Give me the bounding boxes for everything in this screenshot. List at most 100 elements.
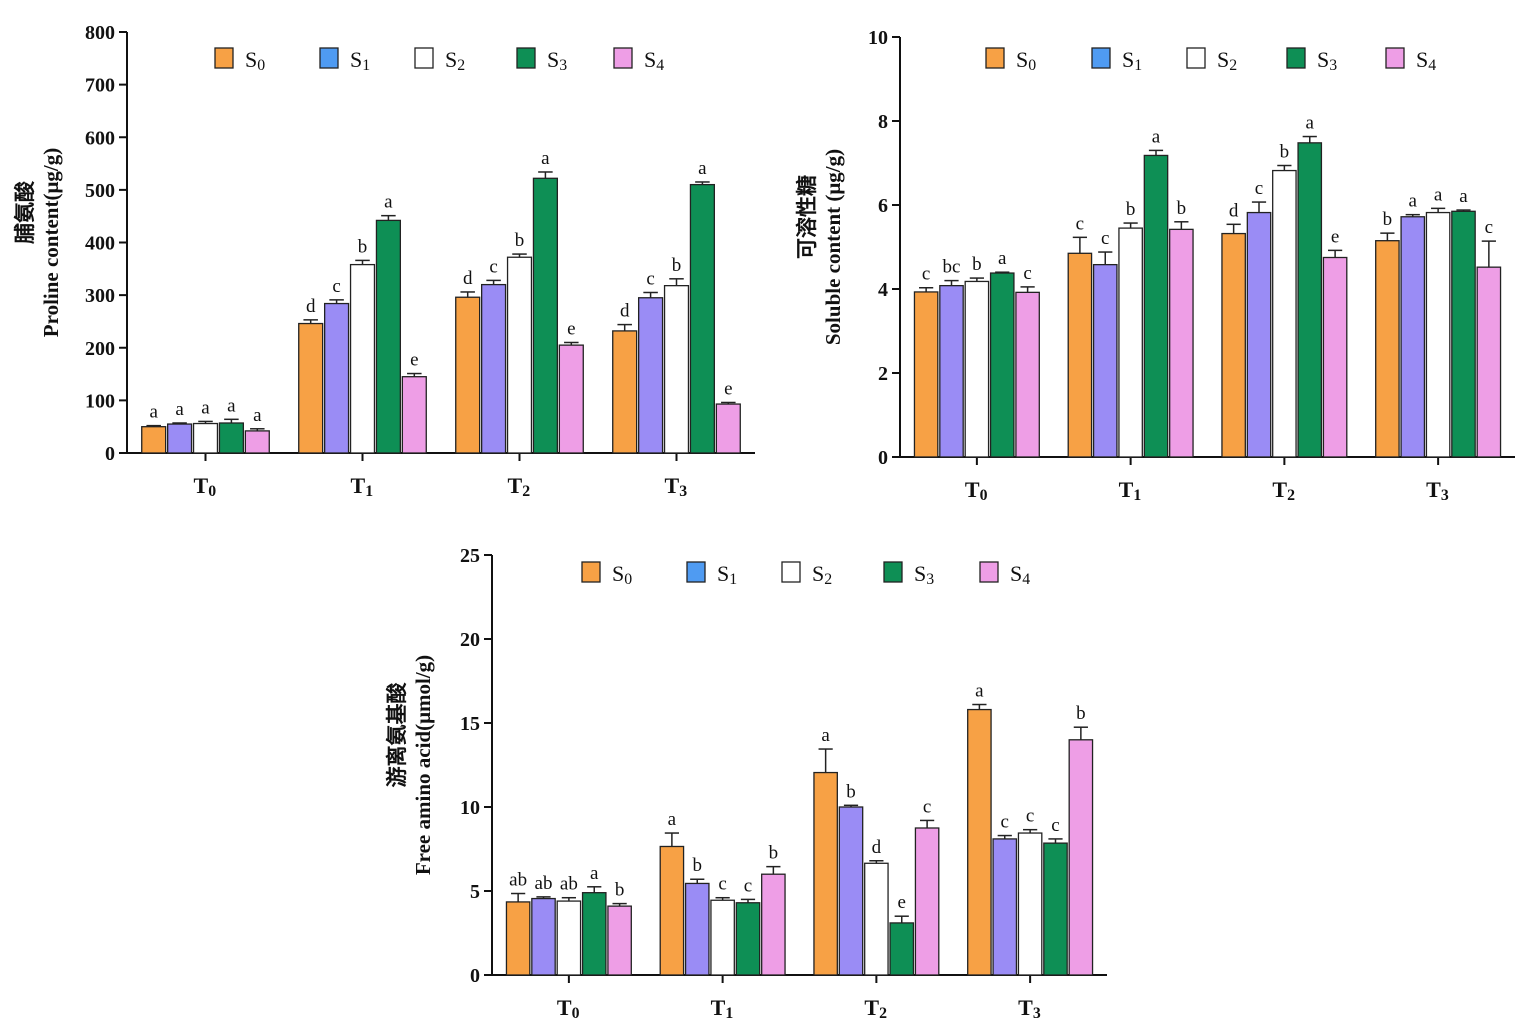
significance-label: a — [1459, 186, 1468, 207]
y-tick-label: 8 — [878, 111, 888, 133]
significance-label: a — [1409, 191, 1418, 212]
significance-label: b — [693, 855, 703, 876]
x-tick-label: T1 — [1119, 477, 1142, 504]
bar-S3-T2 — [532, 177, 559, 454]
bar-S0-T1 — [659, 845, 685, 976]
legend-label: S1 — [350, 47, 370, 74]
significance-label: c — [489, 256, 497, 277]
legend-label: S4 — [644, 47, 664, 74]
legend-label: S4 — [1010, 561, 1030, 588]
bar-S2-T2 — [864, 862, 889, 976]
significance-label: a — [1306, 113, 1315, 134]
bar-S3-T0 — [989, 272, 1015, 458]
x-tick-label: T1 — [351, 473, 374, 500]
legend-label: S0 — [1016, 47, 1036, 74]
y-tick-label: 5 — [470, 881, 480, 903]
bar-S2-T0 — [964, 280, 990, 458]
significance-label: ab — [509, 870, 527, 891]
significance-label: a — [998, 248, 1007, 269]
x-tick-label: T1 — [711, 995, 734, 1022]
x-tick-label: T2 — [864, 995, 887, 1022]
bar-S2-T1 — [349, 263, 376, 454]
legend-label: S3 — [914, 561, 934, 588]
legend-swatch-S4 — [1385, 47, 1405, 69]
y-axis-label-chinese: 可溶性糖 — [795, 175, 819, 259]
bar-S0-T2 — [455, 296, 481, 454]
bar-S2-T3 — [1425, 211, 1451, 458]
bar-S1-T2 — [1246, 211, 1272, 458]
y-tick-label: 4 — [878, 279, 888, 301]
bar-S4-T3 — [1476, 266, 1502, 458]
significance-label: b — [1076, 703, 1086, 724]
significance-label: a — [149, 402, 158, 423]
y-tick-label: 0 — [470, 965, 480, 987]
y-axis-label-chinese: 脯氨酸 — [13, 180, 37, 244]
significance-label: e — [724, 378, 732, 399]
significance-label: a — [821, 725, 830, 746]
significance-label: ab — [535, 873, 553, 894]
y-tick-label: 15 — [460, 713, 480, 735]
legend-label: S2 — [1217, 47, 1237, 74]
significance-label: a — [1152, 126, 1161, 147]
significance-label: c — [1101, 228, 1109, 249]
bar-S3-T3 — [1043, 842, 1068, 976]
significance-label: b — [769, 843, 779, 864]
significance-label: e — [567, 318, 575, 339]
legend-swatch-S0 — [214, 47, 234, 69]
bar-S1-T0 — [166, 423, 193, 454]
significance-label: c — [1485, 217, 1493, 238]
y-tick-label: 10 — [868, 27, 888, 49]
significance-label: d — [463, 268, 473, 289]
significance-label: a — [201, 397, 210, 418]
significance-label: a — [698, 158, 707, 179]
x-tick-label: T2 — [508, 473, 531, 500]
y-tick-label: 700 — [85, 75, 115, 97]
legend-swatch-S1 — [686, 561, 706, 583]
bar-S0-T1 — [298, 322, 324, 454]
bar-S0-T0 — [141, 426, 167, 454]
y-tick-label: 20 — [460, 629, 480, 651]
significance-label: c — [718, 874, 726, 895]
significance-label: d — [872, 837, 882, 858]
bar-S2-T2 — [506, 256, 533, 454]
legend-swatch-S1 — [319, 47, 339, 69]
significance-label: a — [1434, 184, 1443, 205]
x-tick-label: T3 — [1426, 477, 1449, 504]
y-tick-label: 300 — [85, 285, 115, 307]
bar-S1-T1 — [684, 882, 710, 976]
significance-label: b — [515, 230, 525, 251]
legend-swatch-S0 — [985, 47, 1005, 69]
legend-label: S3 — [547, 47, 567, 74]
bar-S4-T0 — [244, 430, 270, 454]
significance-label: a — [253, 405, 262, 426]
significance-label: c — [1001, 812, 1009, 833]
significance-label: c — [646, 268, 654, 289]
bar-S2-T1 — [710, 899, 735, 976]
legend-label: S1 — [717, 561, 737, 588]
significance-label: c — [1023, 263, 1031, 284]
bar-S1-T3 — [637, 297, 664, 454]
legend-swatch-S3 — [516, 47, 536, 69]
bar-S3-T2 — [1297, 142, 1323, 458]
bar-S4-T3 — [1068, 739, 1094, 976]
significance-label: b — [846, 781, 856, 802]
significance-label: b — [615, 880, 625, 901]
bar-S3-T1 — [1143, 154, 1169, 458]
bar-S0-T0 — [505, 901, 531, 976]
x-tick-label: T0 — [557, 995, 580, 1022]
significance-label: c — [1076, 213, 1084, 234]
legend-swatch-S4 — [979, 561, 999, 583]
y-tick-label: 500 — [85, 180, 115, 202]
significance-label: c — [1051, 815, 1059, 836]
y-tick-label: 0 — [878, 447, 888, 469]
bar-S0-T2 — [1221, 232, 1246, 458]
bar-S4-T1 — [401, 376, 427, 454]
significance-label: e — [410, 350, 418, 371]
significance-label: c — [923, 796, 931, 817]
bar-S3-T3 — [689, 183, 716, 454]
y-tick-label: 25 — [460, 545, 480, 567]
bar-S4-T1 — [1169, 228, 1194, 458]
bar-S1-T1 — [1092, 263, 1118, 458]
significance-label: d — [306, 296, 316, 317]
